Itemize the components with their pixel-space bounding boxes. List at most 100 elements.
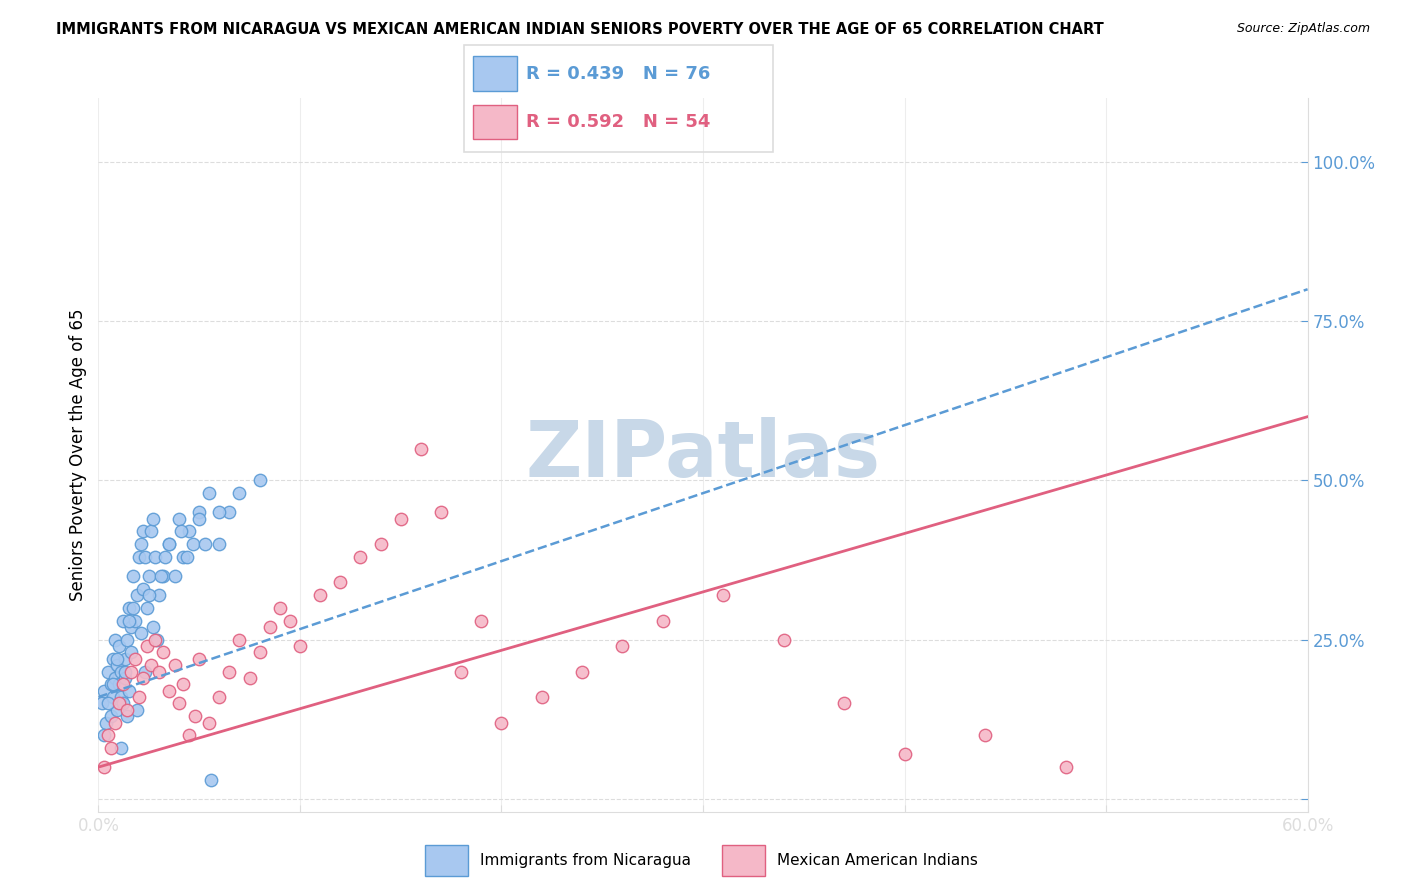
Point bbox=[430, 505, 453, 519]
Point bbox=[181, 537, 204, 551]
Point bbox=[107, 677, 129, 691]
Point bbox=[259, 620, 281, 634]
Point bbox=[96, 715, 118, 730]
Point bbox=[135, 639, 157, 653]
Point bbox=[832, 697, 855, 711]
Point bbox=[278, 614, 301, 628]
Point bbox=[103, 632, 125, 647]
Point bbox=[138, 569, 160, 583]
Point bbox=[349, 549, 371, 564]
Point bbox=[128, 549, 150, 564]
Point bbox=[125, 588, 148, 602]
Point bbox=[194, 537, 217, 551]
Point bbox=[111, 677, 134, 691]
Point bbox=[208, 505, 231, 519]
Point bbox=[167, 511, 190, 525]
Point bbox=[176, 549, 198, 564]
Point bbox=[134, 665, 156, 679]
Point bbox=[329, 575, 352, 590]
Point bbox=[184, 709, 207, 723]
Bar bbox=[721, 846, 765, 876]
Point bbox=[571, 665, 593, 679]
Point bbox=[100, 741, 122, 756]
Point bbox=[218, 665, 240, 679]
Point bbox=[111, 614, 134, 628]
Point bbox=[198, 486, 221, 500]
Text: R = 0.592   N = 54: R = 0.592 N = 54 bbox=[526, 112, 710, 130]
Point bbox=[118, 600, 141, 615]
Point bbox=[110, 665, 132, 679]
Point bbox=[651, 614, 673, 628]
Point bbox=[239, 671, 262, 685]
Point bbox=[146, 632, 169, 647]
Point bbox=[389, 511, 412, 525]
Point bbox=[772, 632, 794, 647]
Point bbox=[974, 728, 997, 742]
Point bbox=[170, 524, 193, 539]
Point bbox=[177, 728, 201, 742]
Text: ZIPatlas: ZIPatlas bbox=[526, 417, 880, 493]
Point bbox=[97, 728, 120, 742]
Point bbox=[152, 645, 174, 659]
Point bbox=[101, 677, 124, 691]
Point bbox=[101, 690, 124, 704]
Point bbox=[148, 665, 170, 679]
Point bbox=[269, 600, 291, 615]
Point bbox=[103, 671, 125, 685]
Point bbox=[152, 569, 174, 583]
Point bbox=[370, 537, 392, 551]
Point bbox=[97, 697, 120, 711]
Text: Mexican American Indians: Mexican American Indians bbox=[778, 854, 979, 868]
Point bbox=[893, 747, 915, 762]
Point bbox=[129, 626, 152, 640]
Point bbox=[177, 524, 201, 539]
Point bbox=[153, 549, 176, 564]
Point bbox=[118, 683, 141, 698]
Text: Immigrants from Nicaragua: Immigrants from Nicaragua bbox=[481, 854, 692, 868]
Point bbox=[309, 588, 332, 602]
Bar bbox=[425, 846, 468, 876]
Point bbox=[124, 652, 146, 666]
Point bbox=[134, 549, 156, 564]
Point bbox=[172, 549, 194, 564]
Y-axis label: Seniors Poverty Over the Age of 65: Seniors Poverty Over the Age of 65 bbox=[69, 309, 87, 601]
Point bbox=[288, 639, 311, 653]
Point bbox=[107, 697, 129, 711]
Point bbox=[188, 511, 211, 525]
Point bbox=[93, 728, 115, 742]
Point bbox=[115, 709, 138, 723]
Point bbox=[132, 582, 155, 596]
Point bbox=[139, 658, 162, 673]
Point bbox=[121, 569, 143, 583]
Point bbox=[142, 511, 165, 525]
Point bbox=[129, 537, 152, 551]
Point bbox=[114, 665, 136, 679]
Point bbox=[149, 569, 172, 583]
Point bbox=[103, 715, 125, 730]
Point bbox=[148, 588, 170, 602]
Point bbox=[163, 569, 186, 583]
Point bbox=[409, 442, 432, 456]
Point bbox=[114, 652, 136, 666]
Point bbox=[114, 671, 136, 685]
Point bbox=[198, 715, 221, 730]
Point bbox=[100, 709, 122, 723]
Point bbox=[132, 524, 155, 539]
Point bbox=[200, 772, 222, 787]
Point bbox=[120, 665, 142, 679]
Point bbox=[120, 620, 142, 634]
Point bbox=[107, 639, 129, 653]
Point bbox=[91, 697, 114, 711]
Point bbox=[105, 703, 128, 717]
Point bbox=[118, 614, 141, 628]
Point bbox=[101, 652, 124, 666]
Point bbox=[188, 652, 211, 666]
Point bbox=[143, 632, 166, 647]
Bar bbox=[474, 104, 516, 139]
Point bbox=[157, 683, 180, 698]
Point bbox=[111, 697, 134, 711]
Point bbox=[124, 614, 146, 628]
Point bbox=[115, 703, 138, 717]
Point bbox=[491, 715, 513, 730]
Point bbox=[172, 677, 194, 691]
